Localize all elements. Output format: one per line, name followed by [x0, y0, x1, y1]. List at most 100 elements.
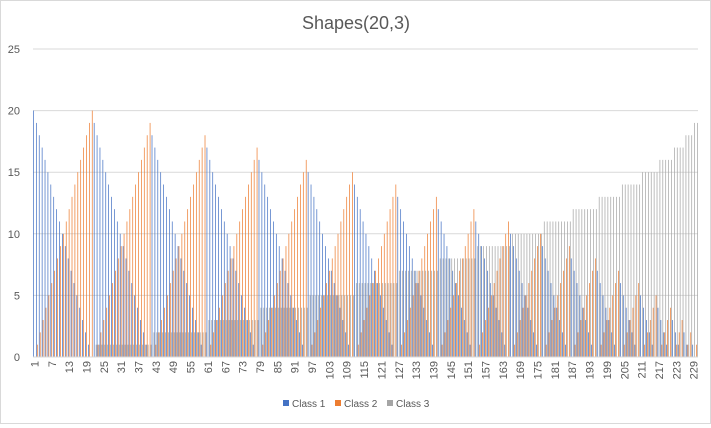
- bar-class-1: [518, 270, 520, 357]
- bar-class-3: [150, 344, 152, 357]
- bar-class-2: [381, 246, 382, 357]
- bar-class-1: [356, 196, 358, 357]
- bar-class-3: [451, 258, 453, 357]
- bar-class-1: [111, 196, 112, 357]
- bar-class-1: [573, 270, 575, 357]
- bar-class-3: [364, 283, 366, 357]
- bar-class-2: [291, 221, 293, 357]
- bar-class-3: [685, 135, 687, 357]
- bar-class-1: [50, 184, 52, 357]
- bar-class-2: [155, 344, 157, 357]
- bar-class-1: [495, 307, 497, 357]
- bar-class-2: [317, 320, 319, 357]
- bar-class-3: [202, 332, 204, 357]
- bar-class-2: [441, 344, 443, 357]
- bar-class-3: [436, 270, 438, 357]
- bar-class-1: [666, 344, 668, 357]
- bar-class-2: [499, 258, 501, 357]
- bar-class-1: [235, 270, 237, 357]
- bar-class-3: [113, 344, 114, 357]
- bar-class-2: [201, 147, 203, 357]
- bar-class-1: [579, 295, 581, 357]
- bar-class-3: [656, 172, 658, 357]
- bar-class-2: [647, 332, 648, 357]
- bar-class-2: [331, 258, 333, 357]
- bar-class-2: [404, 332, 405, 357]
- bar-class-2: [86, 135, 87, 357]
- bar-class-2: [334, 246, 336, 357]
- bar-class-3: [621, 184, 623, 357]
- bar-class-2: [522, 307, 524, 357]
- x-tick-label: 121: [376, 361, 388, 379]
- bar-class-1: [212, 172, 214, 357]
- bar-class-2: [681, 320, 683, 357]
- bar-class-3: [674, 147, 675, 357]
- bar-class-3: [341, 295, 343, 357]
- bar-class-3: [127, 344, 129, 357]
- bar-class-2: [461, 258, 463, 357]
- bar-class-3: [191, 332, 192, 357]
- bar-class-3: [257, 320, 259, 357]
- bar-class-3: [587, 209, 588, 357]
- bar-class-1: [168, 209, 170, 357]
- bar-class-2: [169, 283, 171, 357]
- bar-class-3: [416, 270, 418, 357]
- bar-class-1: [293, 307, 295, 357]
- bar-class-2: [670, 307, 671, 357]
- bar-class-3: [355, 283, 357, 357]
- bar-class-1: [122, 246, 124, 357]
- bar-class-2: [195, 172, 197, 357]
- bar-class-2: [65, 221, 67, 357]
- bar-class-3: [188, 332, 189, 357]
- bar-class-2: [485, 320, 486, 357]
- bar-class-2: [305, 159, 307, 357]
- bar-class-3: [338, 295, 340, 357]
- bar-class-1: [116, 221, 118, 357]
- x-tick-label: 55: [186, 361, 198, 373]
- bar-class-2: [626, 332, 628, 357]
- bar-class-1: [521, 283, 523, 357]
- bar-class-2: [632, 307, 634, 357]
- bar-class-3: [639, 184, 641, 357]
- bar-class-1: [290, 295, 292, 357]
- bar-class-2: [239, 221, 241, 357]
- bar-class-2: [464, 246, 466, 357]
- bar-class-3: [610, 196, 612, 357]
- bar-class-2: [502, 246, 504, 357]
- x-tick-label: 1: [29, 361, 41, 367]
- bar-class-3: [147, 344, 149, 357]
- bar-class-2: [386, 221, 388, 357]
- bar-class-3: [543, 221, 545, 357]
- bar-class-3: [642, 172, 643, 357]
- bar-class-3: [196, 332, 198, 357]
- bar-class-1: [142, 332, 144, 357]
- bar-class-3: [222, 320, 224, 357]
- bar-class-3: [575, 209, 577, 357]
- y-tick-label: 15: [8, 167, 20, 179]
- bar-class-2: [407, 320, 408, 357]
- bar-class-3: [344, 295, 346, 357]
- bar-class-1: [382, 307, 384, 357]
- bar-class-2: [274, 295, 275, 357]
- bar-class-1: [686, 344, 688, 357]
- bar-class-1: [498, 320, 500, 357]
- bar-class-3: [679, 147, 681, 357]
- bar-class-2: [430, 221, 431, 357]
- bar-class-2: [392, 196, 394, 357]
- bar-class-2: [181, 233, 183, 357]
- bar-class-2: [242, 209, 243, 357]
- bar-class-1: [368, 246, 370, 357]
- bar-class-3: [286, 307, 288, 357]
- bar-class-2: [635, 295, 637, 357]
- bar-class-1: [420, 295, 422, 357]
- bar-class-1: [226, 233, 228, 357]
- bar-class-1: [536, 344, 537, 357]
- bar-class-2: [537, 246, 538, 357]
- bar-class-3: [590, 209, 591, 357]
- bar-class-3: [595, 209, 597, 357]
- bar-class-3: [598, 196, 600, 357]
- bar-class-2: [36, 344, 38, 357]
- bar-class-1: [492, 295, 494, 357]
- bar-class-3: [306, 307, 308, 357]
- bar-class-1: [252, 344, 254, 357]
